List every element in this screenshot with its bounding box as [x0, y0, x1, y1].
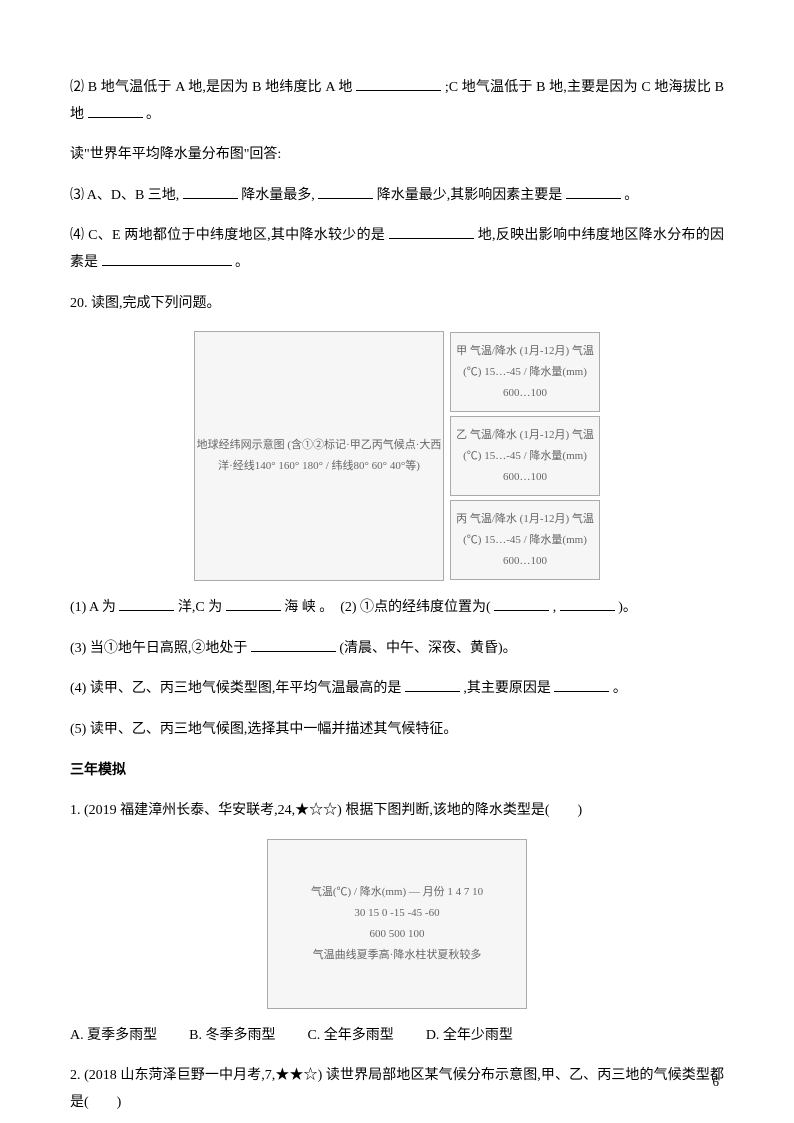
blank[interactable] [566, 185, 621, 199]
blank[interactable] [389, 225, 474, 239]
text: ⑷ C、E 两地都位于中纬度地区,其中降水较少的是 [70, 228, 385, 243]
text: 洋,C 为 [178, 600, 222, 615]
q20-sub3: (3) 当①地午日高照,②地处于 (清晨、中午、深夜、黄昏)。 [70, 636, 724, 663]
map-intro: 读"世界年平均降水量分布图"回答: [70, 142, 724, 169]
text: (清晨、中午、深夜、黄昏)。 [339, 641, 516, 656]
climate-panel-jia: 甲 气温/降水 (1月-12月) 气温(℃) 15…-45 / 降水量(mm) … [450, 332, 600, 412]
text: 。 [146, 107, 160, 122]
text: (4) 读甲、乙、丙三地气候类型图,年平均气温最高的是 [70, 681, 401, 696]
text: (1) A 为 [70, 600, 116, 615]
precip-axis: 600 500 100 [369, 928, 424, 940]
q20-sub4: (4) 读甲、乙、丙三地气候类型图,年平均气温最高的是 ,其主要原因是 。 [70, 676, 724, 703]
blank[interactable] [226, 597, 281, 611]
blank[interactable] [356, 77, 441, 91]
option-b[interactable]: B. 冬季多雨型 [189, 1023, 275, 1050]
blank[interactable] [183, 185, 238, 199]
mock1-text: 1. (2019 福建漳州长泰、华安联考,24,★☆☆) 根据下图判断,该地的降… [70, 798, 724, 825]
blank[interactable] [554, 678, 609, 692]
q20-title: 20. 读图,完成下列问题。 [70, 291, 724, 318]
text: 。 [613, 681, 627, 696]
q-pre-1: ⑵ B 地气温低于 A 地,是因为 B 地纬度比 A 地 ;C 地气温低于 B … [70, 75, 724, 128]
climate-panel-yi: 乙 气温/降水 (1月-12月) 气温(℃) 15…-45 / 降水量(mm) … [450, 416, 600, 496]
text: 海 峡 。 (2) ①点的经纬度位置为( [284, 600, 491, 615]
globe-diagram: 地球经纬网示意图 (含①②标记·甲乙丙气候点·大西洋·经线140° 160° 1… [194, 331, 444, 581]
mock1-options: A. 夏季多雨型 B. 冬季多雨型 C. 全年多雨型 D. 全年少雨型 [70, 1023, 724, 1050]
blank[interactable] [251, 638, 336, 652]
blank[interactable] [88, 104, 143, 118]
q-pre-2: ⑶ A、D、B 三地, 降水量最多, 降水量最少,其影响因素主要是 。 [70, 183, 724, 210]
text: 降水量最多, [241, 188, 315, 203]
blank[interactable] [119, 597, 174, 611]
mock1-figure: 气温(℃) / 降水(mm) — 月份 1 4 7 10 30 15 0 -15… [70, 839, 724, 1009]
blank[interactable] [102, 252, 232, 266]
option-c[interactable]: C. 全年多雨型 [307, 1023, 393, 1050]
option-d[interactable]: D. 全年少雨型 [426, 1023, 513, 1050]
q20-sub1: (1) A 为 洋,C 为 海 峡 。 (2) ①点的经纬度位置为( , )。 [70, 595, 724, 622]
option-a[interactable]: A. 夏季多雨型 [70, 1023, 157, 1050]
blank[interactable] [405, 678, 460, 692]
climate-chart: 气温(℃) / 降水(mm) — 月份 1 4 7 10 30 15 0 -15… [267, 839, 527, 1009]
page-number: 6 [713, 1070, 720, 1095]
temp-axis: 30 15 0 -15 -45 -60 [354, 907, 439, 919]
climate-panel-bing: 丙 气温/降水 (1月-12月) 气温(℃) 15…-45 / 降水量(mm) … [450, 500, 600, 580]
text: , [553, 600, 557, 615]
caption: 气温(℃) / 降水(mm) — 月份 1 4 7 10 [311, 886, 483, 898]
text: ⑶ A、D、B 三地, [70, 188, 179, 203]
text: (3) 当①地午日高照,②地处于 [70, 641, 247, 656]
q20-sub5: (5) 读甲、乙、丙三地气候图,选择其中一幅并描述其气候特征。 [70, 717, 724, 744]
text: 降水量最少,其影响因素主要是 [377, 188, 563, 203]
text: )。 [618, 600, 637, 615]
text: ⑵ B 地气温低于 A 地,是因为 B 地纬度比 A 地 [70, 80, 353, 95]
blank[interactable] [318, 185, 373, 199]
mock2-text: 2. (2018 山东菏泽巨野一中月考,7,★★☆) 读世界局部地区某气候分布示… [70, 1063, 724, 1116]
q-pre-3: ⑷ C、E 两地都位于中纬度地区,其中降水较少的是 地,反映出影响中纬度地区降水… [70, 223, 724, 276]
blank[interactable] [560, 597, 615, 611]
q20-figure: 地球经纬网示意图 (含①②标记·甲乙丙气候点·大西洋·经线140° 160° 1… [70, 331, 724, 581]
blank[interactable] [494, 597, 549, 611]
text: ,其主要原因是 [463, 681, 551, 696]
desc: 气温曲线夏季高·降水柱状夏秋较多 [313, 949, 482, 961]
section-heading: 三年模拟 [70, 758, 724, 785]
text: 。 [235, 255, 249, 270]
text: 。 [624, 188, 638, 203]
